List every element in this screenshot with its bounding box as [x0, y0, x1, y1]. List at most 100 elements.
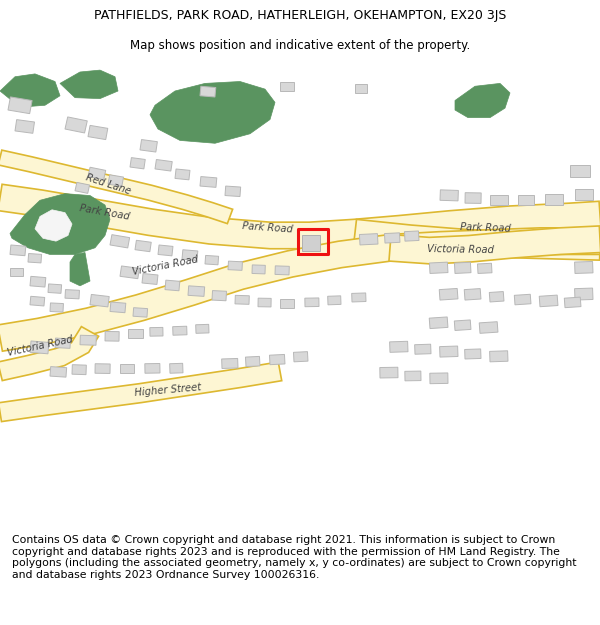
Text: Map shows position and indicative extent of the property.: Map shows position and indicative extent…	[130, 39, 470, 52]
Bar	[65, 117, 87, 133]
Polygon shape	[150, 81, 275, 143]
Bar	[80, 335, 97, 345]
Bar	[490, 291, 504, 302]
Bar	[575, 261, 593, 274]
Bar	[128, 329, 143, 338]
Text: Higher Street: Higher Street	[134, 382, 202, 398]
Bar	[225, 186, 241, 196]
Bar	[430, 373, 448, 384]
Text: Park Road: Park Road	[242, 221, 293, 234]
Bar	[205, 256, 218, 265]
Bar	[140, 139, 157, 152]
Bar	[479, 322, 498, 333]
Bar	[464, 349, 481, 359]
Bar	[30, 296, 45, 306]
Bar	[430, 262, 448, 274]
Bar	[415, 344, 431, 354]
Bar	[359, 234, 378, 245]
Text: Contains OS data © Crown copyright and database right 2021. This information is : Contains OS data © Crown copyright and d…	[12, 535, 577, 580]
Bar	[50, 303, 64, 312]
Polygon shape	[10, 194, 110, 254]
Bar	[269, 354, 285, 364]
Polygon shape	[455, 83, 510, 118]
Bar	[258, 298, 271, 307]
Bar	[352, 293, 366, 302]
Polygon shape	[389, 226, 600, 264]
Bar	[280, 299, 294, 308]
Bar	[72, 364, 86, 374]
Bar	[165, 280, 180, 291]
Bar	[120, 266, 139, 279]
Bar	[404, 231, 419, 241]
Bar	[212, 291, 227, 301]
Bar	[145, 364, 160, 373]
Bar	[158, 245, 173, 256]
Polygon shape	[0, 74, 60, 107]
Bar	[478, 263, 492, 274]
Bar	[8, 97, 32, 114]
Bar	[142, 274, 158, 284]
Bar	[133, 308, 148, 317]
Bar	[389, 341, 408, 352]
Bar	[490, 194, 508, 205]
Bar	[565, 297, 581, 308]
Bar	[188, 286, 205, 296]
Bar	[95, 364, 110, 374]
Bar	[293, 352, 308, 362]
Bar	[150, 328, 163, 336]
Bar	[88, 126, 108, 139]
Bar	[28, 254, 41, 263]
Polygon shape	[70, 253, 90, 286]
Bar	[196, 324, 209, 333]
Bar	[90, 294, 109, 307]
Bar	[200, 177, 217, 187]
Bar	[130, 158, 145, 169]
Bar	[302, 236, 320, 251]
Bar	[30, 341, 49, 354]
Bar	[570, 165, 590, 176]
Polygon shape	[0, 327, 98, 381]
Bar	[235, 296, 250, 304]
Text: Red Lane: Red Lane	[84, 172, 132, 196]
Text: Park Road: Park Road	[460, 222, 511, 234]
Bar	[88, 168, 106, 180]
Bar	[10, 268, 23, 276]
Bar	[280, 81, 294, 91]
Bar	[135, 240, 151, 252]
Bar	[405, 371, 421, 381]
Bar	[75, 182, 89, 193]
Bar	[50, 367, 67, 377]
Text: Victoria Road: Victoria Road	[6, 334, 74, 357]
Polygon shape	[353, 219, 600, 260]
Bar	[200, 86, 216, 97]
Bar	[305, 298, 319, 307]
Polygon shape	[0, 228, 600, 351]
Bar	[514, 294, 531, 305]
Bar	[120, 364, 134, 373]
Text: Victoria Road: Victoria Road	[427, 244, 494, 255]
Bar	[221, 359, 238, 369]
Bar	[518, 194, 534, 205]
Bar	[175, 169, 190, 180]
Polygon shape	[0, 362, 282, 422]
Bar	[380, 368, 398, 378]
Bar	[228, 261, 242, 271]
Bar	[155, 159, 172, 171]
Bar	[575, 288, 593, 300]
Bar	[465, 192, 481, 203]
Bar	[328, 296, 341, 305]
Bar	[464, 289, 481, 300]
Bar	[275, 266, 289, 275]
Bar	[30, 276, 46, 287]
Bar	[490, 351, 508, 362]
Bar	[10, 245, 26, 256]
Bar	[454, 320, 471, 331]
Bar	[355, 84, 367, 93]
Text: PATHFIELDS, PARK ROAD, HATHERLEIGH, OKEHAMPTON, EX20 3JS: PATHFIELDS, PARK ROAD, HATHERLEIGH, OKEH…	[94, 9, 506, 22]
Bar	[170, 363, 183, 373]
Polygon shape	[0, 184, 600, 249]
Bar	[65, 289, 79, 299]
Bar	[429, 317, 448, 329]
Bar	[252, 265, 265, 274]
Bar	[15, 119, 34, 133]
